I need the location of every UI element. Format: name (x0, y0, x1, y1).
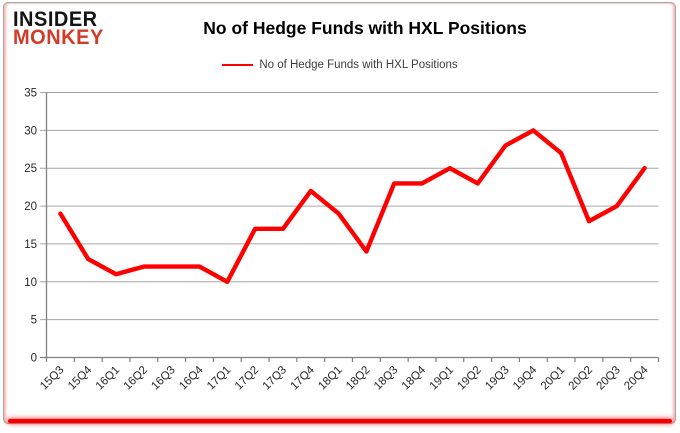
legend: No of Hedge Funds with HXL Positions (0, 59, 680, 71)
y-tick-label: 0 (31, 353, 37, 365)
legend-label: No of Hedge Funds with HXL Positions (259, 59, 458, 71)
y-tick-label: 5 (31, 315, 37, 327)
x-tick-label: 19Q1 (428, 364, 456, 392)
y-tick-label: 20 (24, 201, 37, 213)
y-tick-label: 15 (24, 239, 37, 251)
x-tick-label: 18Q4 (400, 364, 429, 393)
x-tick-label: 17Q4 (289, 364, 318, 393)
x-tick-label: 16Q3 (149, 364, 177, 392)
y-tick-label: 25 (24, 163, 37, 175)
x-tick-label: 18Q1 (316, 364, 344, 392)
series-line (58, 128, 647, 284)
x-tick-label: 16Q1 (94, 364, 122, 392)
x-tick-label: 18Q3 (372, 364, 400, 392)
chart-title: No of Hedge Funds with HXL Positions (203, 18, 527, 38)
x-tick-label: 18Q2 (344, 364, 372, 392)
x-tick-label: 20Q3 (595, 364, 623, 392)
bottom-red-accent-bar (8, 419, 672, 423)
x-tick-label: 19Q4 (511, 364, 540, 393)
x-tick-label: 20Q2 (567, 364, 595, 392)
x-tick-label: 20Q1 (539, 364, 567, 392)
logo-insider-text: INSIDER (13, 7, 98, 32)
x-tick-label: 17Q3 (261, 364, 289, 392)
x-tick-label: 16Q2 (122, 364, 150, 392)
y-tick-label: 35 (24, 88, 37, 100)
x-tick-label: 20Q4 (622, 364, 651, 393)
x-tick-label: 19Q2 (455, 364, 483, 392)
y-tick-label: 30 (24, 125, 37, 137)
x-tick-label: 17Q2 (233, 364, 261, 392)
x-tick-label: 16Q4 (177, 364, 206, 393)
x-tick-label: 19Q3 (483, 364, 511, 392)
x-tick-label: 17Q1 (205, 364, 233, 392)
x-tick-label: 15Q4 (66, 364, 95, 393)
insider-monkey-logo: INSIDER MONKEY (13, 7, 104, 49)
logo-monkey-text: MONKEY (13, 25, 104, 49)
y-tick-label: 10 (24, 277, 37, 289)
x-tick-label: 15Q3 (38, 364, 66, 392)
legend-line-marker-icon (222, 64, 254, 66)
